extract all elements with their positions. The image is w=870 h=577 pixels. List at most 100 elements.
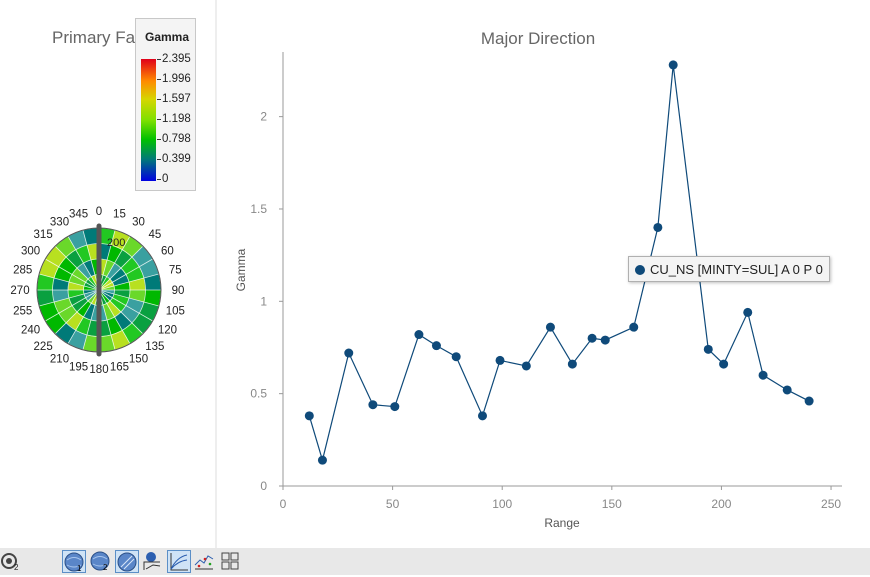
rose-cell — [85, 290, 99, 301]
rose-center-label: 200 — [107, 237, 125, 249]
grid-layout-button[interactable] — [219, 550, 243, 573]
major-direction-chart[interactable]: Major Direction 0 0.5 1 1.5 2 0 50 100 150 200 250 R… — [217, 0, 870, 548]
rose-angle-label: 45 — [148, 229, 161, 241]
chart-title: Major Direction — [481, 29, 595, 48]
x-tick-label: 250 — [821, 497, 841, 511]
rose-cell — [83, 303, 95, 320]
scatter-chart-button[interactable] — [193, 550, 217, 573]
rose-cell — [77, 300, 92, 317]
rose-cell — [72, 268, 89, 283]
rose-cell — [69, 274, 86, 286]
rose-cell — [112, 294, 129, 306]
rose-angle-label: 30 — [132, 217, 145, 229]
globe-2-button[interactable]: 2 — [89, 550, 113, 573]
rose-cell — [112, 274, 129, 286]
x-tick-label: 150 — [602, 497, 622, 511]
data-point — [719, 359, 729, 369]
rose-cell — [113, 281, 130, 290]
data-point — [317, 455, 327, 465]
variogram-chart-icon — [170, 553, 188, 571]
rose-cell — [111, 230, 130, 250]
grid-layout-icon — [221, 552, 239, 570]
rose-cell — [106, 300, 121, 317]
data-point — [629, 322, 639, 332]
rose-angle-label: 0 — [96, 206, 102, 218]
rose-angle-label: 330 — [50, 217, 69, 229]
legend-tick-label: 2.395 — [157, 53, 191, 65]
rose-cell — [85, 279, 99, 290]
legend-color-bar — [141, 59, 156, 181]
data-point — [743, 307, 753, 317]
rose-cell — [68, 230, 87, 250]
data-point — [451, 352, 461, 362]
rose-cell — [114, 311, 132, 331]
rose-cell — [103, 260, 115, 277]
point-profile-button[interactable] — [141, 550, 165, 573]
rose-cell — [88, 290, 99, 304]
data-point — [587, 333, 597, 343]
x-tick-label: 200 — [711, 497, 731, 511]
variogram-chart-button[interactable] — [167, 550, 191, 573]
data-point — [495, 355, 505, 365]
rose-angle-label: 195 — [69, 361, 88, 373]
data-point — [304, 411, 314, 421]
rose-angle-label: 120 — [158, 325, 177, 337]
rose-angle-label: 150 — [129, 353, 148, 365]
legend-tick-label: 1.198 — [157, 113, 191, 125]
rose-cell — [68, 290, 85, 299]
data-point — [758, 370, 768, 380]
rose-cell — [72, 297, 89, 312]
rose-angle-label: 270 — [10, 285, 29, 297]
primary-facet-title: Primary Fa — [52, 28, 136, 47]
map-settings-button[interactable]: 2 — [0, 550, 24, 573]
rose-cell — [125, 266, 144, 282]
rose-angle-label: 105 — [166, 305, 185, 317]
rose-cell — [88, 276, 99, 290]
rose-angle-label: 285 — [13, 265, 32, 277]
data-point — [344, 348, 354, 358]
y-axis-label: Gamma — [234, 248, 248, 291]
globe-1-button[interactable]: 1 — [62, 550, 86, 573]
globe-contour-icon — [117, 552, 137, 572]
y-tick-label: 0 — [260, 479, 267, 493]
panel-splitter[interactable] — [215, 0, 217, 548]
rose-angle-label: 300 — [21, 246, 40, 258]
rose-cell — [37, 290, 55, 307]
rose-cell — [109, 297, 126, 312]
rose-angle-label: 180 — [89, 364, 108, 376]
rose-cell — [103, 303, 115, 320]
rose-cell — [83, 260, 95, 277]
data-point — [703, 344, 713, 354]
data-point — [600, 335, 610, 345]
data-point — [431, 341, 441, 351]
rose-angle-label: 345 — [69, 209, 88, 221]
legend-tick-label: 1.996 — [157, 73, 191, 85]
data-point — [390, 402, 400, 412]
rose-cell — [77, 263, 92, 280]
rose-cell — [107, 245, 123, 264]
rose-cell — [99, 279, 113, 290]
globe-contour-button[interactable] — [115, 550, 139, 573]
rose-angle-label: 15 — [113, 209, 126, 221]
data-point — [567, 359, 577, 369]
data-point — [653, 222, 663, 232]
rose-cell — [99, 228, 116, 246]
rose-cell — [68, 281, 85, 290]
map-settings-icon: 2 — [1, 553, 19, 572]
svg-text:2: 2 — [14, 563, 19, 572]
legend-tick-label: 0 — [156, 173, 169, 185]
rose-angle-label: 135 — [145, 341, 164, 353]
rose-cell — [82, 228, 99, 246]
y-tick-label: 2 — [260, 110, 267, 124]
data-point — [414, 330, 424, 340]
rose-cell — [139, 259, 159, 278]
rose-cell — [120, 305, 140, 323]
rose-cell — [75, 245, 91, 264]
rose-cell — [75, 316, 91, 335]
data-point — [668, 60, 678, 70]
rose-cell — [99, 334, 116, 352]
rose-cell — [107, 316, 123, 335]
gamma-legend: Gamma 2.395 1.996 1.597 1.198 0.798 0.399 0 — [135, 18, 196, 191]
rose-cell — [54, 266, 73, 282]
